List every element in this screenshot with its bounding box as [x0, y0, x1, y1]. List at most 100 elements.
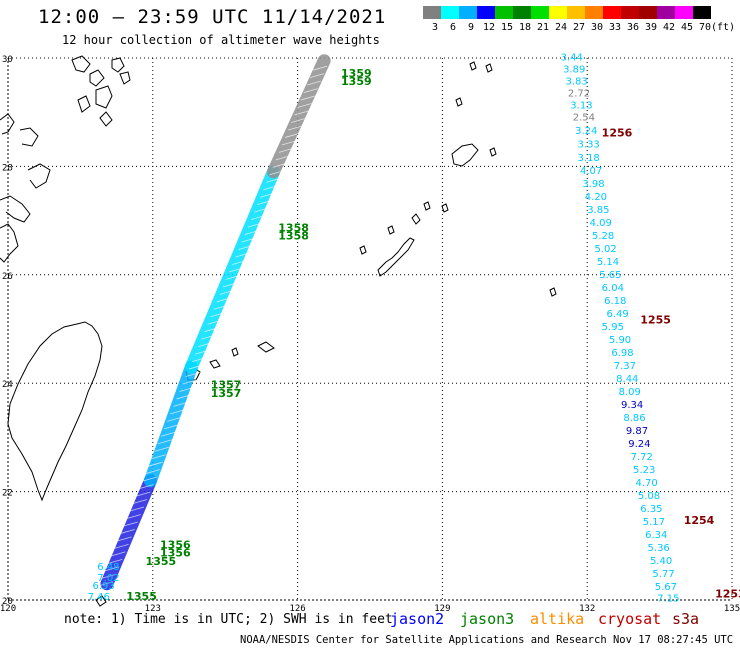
wave-height-value: 3.44 — [561, 53, 583, 64]
track-texture — [120, 529, 135, 534]
wave-height-value: 5.40 — [650, 556, 672, 567]
track-texture — [303, 88, 318, 93]
track-texture — [306, 80, 321, 86]
scale-swatch — [549, 6, 567, 19]
pass-time-label: 1357 — [211, 387, 242, 400]
track-texture — [226, 275, 241, 280]
track-texture — [201, 334, 216, 340]
map-subtitle: 12 hour collection of altimeter wave hei… — [62, 33, 380, 47]
wave-height-value: 4.09 — [590, 218, 612, 229]
track-texture — [250, 215, 266, 221]
lat-tick-label: 28 — [2, 163, 13, 173]
pass-time-label: 1355 — [146, 555, 177, 568]
scale-label: 30 — [591, 22, 604, 33]
axis-tick-labels: 120 123 126 129 132 135 30 28 26 24 22 20 — [0, 55, 740, 614]
wave-height-value: 3.13 — [570, 100, 592, 111]
track-texture — [294, 110, 309, 116]
track-texture — [219, 289, 235, 295]
okinawa-island — [377, 201, 431, 277]
track-texture — [176, 394, 191, 400]
wave-height-value: 6.35 — [640, 504, 662, 515]
wave-height-value: 5.08 — [638, 491, 660, 502]
scale-swatch — [675, 6, 693, 19]
scale-label: (ft) — [711, 22, 736, 33]
scale-label: 9 — [468, 22, 475, 33]
track-texture — [98, 581, 114, 587]
scale-swatch — [531, 6, 549, 19]
track-texture — [154, 446, 169, 452]
china-coastline — [0, 113, 51, 263]
wave-height-value: 8.09 — [619, 387, 641, 398]
wave-height-value: 5.36 — [648, 543, 670, 554]
track-texture — [229, 267, 244, 273]
pass-time-label: 1256 — [602, 127, 633, 140]
pass-time-label: 1359 — [341, 75, 372, 88]
wave-height-value: 4.20 — [585, 192, 607, 203]
track-texture — [132, 499, 148, 504]
lat-tick-label: 22 — [2, 489, 13, 499]
wave-height-value: 9.87 — [626, 426, 648, 437]
scale-swatch — [513, 6, 531, 19]
scale-swatch — [459, 6, 477, 19]
track-texture — [136, 491, 151, 497]
track-texture — [269, 170, 284, 176]
pass-time-label: 1359 — [341, 67, 372, 80]
scale-label: 24 — [555, 22, 568, 33]
track-texture — [213, 304, 228, 310]
lat-tick-label: 24 — [2, 380, 13, 390]
wave-height-value: 3.98 — [582, 179, 604, 190]
track-texture — [297, 103, 312, 108]
lat-lon-grid — [7, 57, 733, 601]
scale-swatch — [585, 6, 603, 19]
track-texture — [207, 319, 222, 325]
scale-swatch — [603, 6, 621, 19]
wave-height-values: 3.443.893.832.723.132.54 3.24 3.33 3.18 4.07… — [88, 53, 680, 605]
lon-tick-label: 120 — [0, 604, 16, 614]
scale-label: 39 — [645, 22, 658, 33]
wave-height-value: 5.17 — [643, 517, 665, 528]
wave-height-value: 5.14 — [597, 257, 619, 268]
track-texture — [291, 118, 306, 123]
wave-height-value: 9.34 — [621, 400, 643, 411]
track-texture — [235, 252, 250, 258]
track-texture — [300, 95, 315, 101]
lon-tick-label: 129 — [434, 604, 450, 614]
jason3-track-high — [100, 474, 157, 591]
scale-swatch — [423, 6, 441, 19]
track-texture — [257, 200, 272, 206]
track-texture — [188, 364, 204, 370]
wave-height-value: 5.02 — [594, 244, 616, 255]
legend-cryosat: cryosat — [598, 610, 662, 628]
wave-height-value: 6.93 — [92, 581, 114, 592]
units-note: note: 1) Time is in UTC; 2) SWH is in fe… — [64, 612, 393, 627]
track-texture — [198, 342, 213, 348]
track-texture — [272, 162, 287, 168]
track-texture — [285, 133, 300, 138]
wave-height-value: 5.65 — [599, 270, 621, 281]
scale-label: 45 — [681, 22, 694, 33]
track-texture — [260, 192, 275, 198]
track-texture — [244, 230, 259, 235]
track-texture — [263, 185, 278, 191]
yaeyama-islands — [95, 341, 275, 607]
track-texture — [179, 387, 194, 392]
scale-label: 6 — [450, 22, 457, 33]
lon-tick-label: 123 — [145, 604, 161, 614]
scale-label: 42 — [663, 22, 676, 33]
track-texture — [160, 431, 176, 437]
wave-height-value: 3.33 — [578, 139, 600, 150]
lat-tick-label: 26 — [2, 272, 13, 282]
legend-altika: altika — [530, 610, 585, 628]
track-texture — [247, 222, 262, 228]
wave-height-value: 8.44 — [616, 374, 638, 385]
track-texture — [111, 551, 126, 557]
wave-height-value: 7.15 — [657, 594, 679, 605]
pass-time-label: 1357 — [211, 379, 242, 392]
track-texture — [108, 558, 123, 564]
track-texture — [167, 416, 182, 422]
wave-height-value: 7.72 — [631, 452, 653, 463]
scale-swatch — [441, 6, 459, 19]
scale-label: 3 — [432, 22, 439, 33]
pass-time-label: 1253 — [715, 587, 740, 600]
